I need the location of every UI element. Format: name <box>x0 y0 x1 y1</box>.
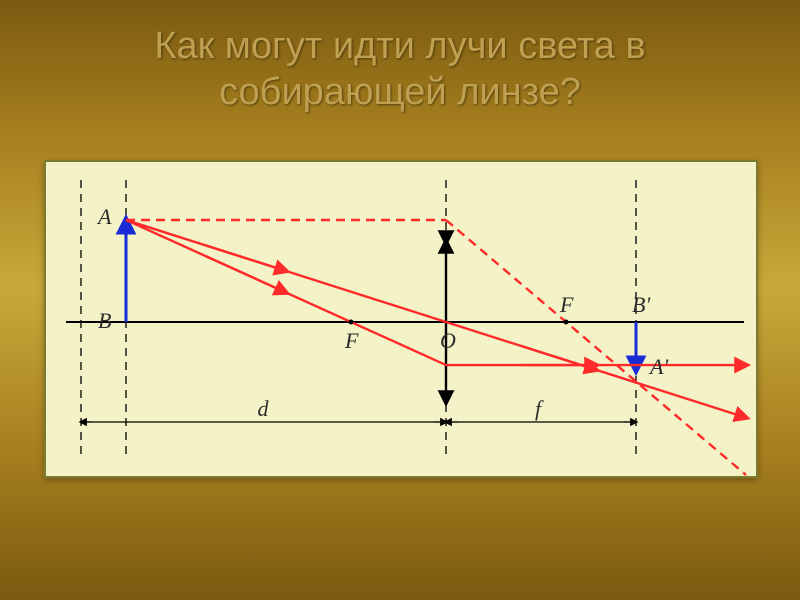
label-O: O <box>440 328 456 353</box>
slide-title: Как могут идти лучи света в собирающей л… <box>0 24 800 115</box>
label-Aprime: A' <box>648 354 668 379</box>
label-F-right: F <box>559 292 574 317</box>
optics-diagram: d f A B F O F B' A' <box>44 160 758 478</box>
label-Bprime: B' <box>632 292 650 317</box>
slide: Как могут идти лучи света в собирающей л… <box>0 0 800 600</box>
dim-label: d <box>258 396 270 421</box>
label-A: A <box>96 204 112 229</box>
label-B: B <box>98 308 111 333</box>
dim-label: f <box>535 396 544 421</box>
label-F-left: F <box>344 328 359 353</box>
light-ray <box>446 220 746 475</box>
title-line-1: Как могут идти лучи света в <box>154 25 645 67</box>
title-line-2: собирающей линзе? <box>219 71 581 113</box>
diagram-svg: d f A B F O F B' A' <box>46 162 756 476</box>
